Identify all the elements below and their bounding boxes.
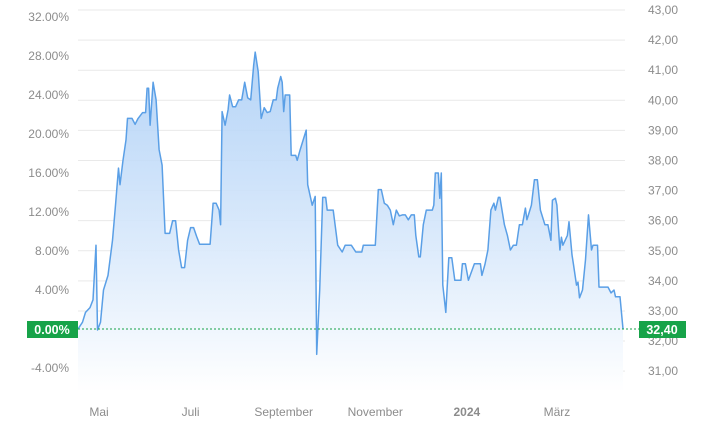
left-tick-label: 28.00%	[28, 49, 69, 63]
right-tick-label: 43,00	[648, 3, 678, 17]
x-tick-label: März	[544, 405, 571, 419]
left-tick-label: 16.00%	[28, 166, 69, 180]
left-axis: -4.00% 4.00% 8.00% 12.00% 16.00% 20.00% 24.00%…	[28, 10, 69, 375]
x-tick-label: September	[254, 405, 313, 419]
left-tick-label: 24.00%	[28, 88, 69, 102]
right-tick-label: 31,00	[648, 364, 678, 378]
left-tick-label: 12.00%	[28, 205, 69, 219]
right-tick-label: 38,00	[648, 153, 678, 167]
right-tick-label: 42,00	[648, 33, 678, 47]
left-tick-label: 20.00%	[28, 127, 69, 141]
x-tick-label: Juli	[182, 405, 200, 419]
series-line	[77, 51, 624, 356]
x-tick-label: Mai	[89, 405, 108, 419]
left-tick-label: 8.00%	[35, 244, 69, 258]
left-tick-label: 32.00%	[28, 10, 69, 24]
current-percent-label: 0.00%	[34, 323, 69, 337]
right-tick-label: 40,00	[648, 93, 678, 107]
current-price-label: 32,40	[646, 323, 677, 337]
left-tick-label: 4.00%	[35, 283, 69, 297]
x-tick-label: November	[348, 405, 403, 419]
right-axis: 31,0032,0033,0034,0035,0036,0037,0038,00…	[648, 3, 678, 378]
right-tick-label: 35,00	[648, 244, 678, 258]
x-axis: Mai Juli September November 2024 März	[89, 405, 570, 419]
left-tick-label: -4.00%	[31, 361, 69, 375]
right-tick-label: 37,00	[648, 184, 678, 198]
right-tick-label: 33,00	[648, 304, 678, 318]
x-tick-label: 2024	[454, 405, 481, 419]
area-fill	[78, 52, 623, 392]
right-tick-label: 36,00	[648, 214, 678, 228]
current-price-badge: 32,40	[639, 321, 686, 338]
right-tick-label: 39,00	[648, 123, 678, 137]
current-percent-badge: 0.00%	[27, 321, 78, 338]
right-tick-label: 34,00	[648, 274, 678, 288]
right-tick-label: 41,00	[648, 63, 678, 77]
